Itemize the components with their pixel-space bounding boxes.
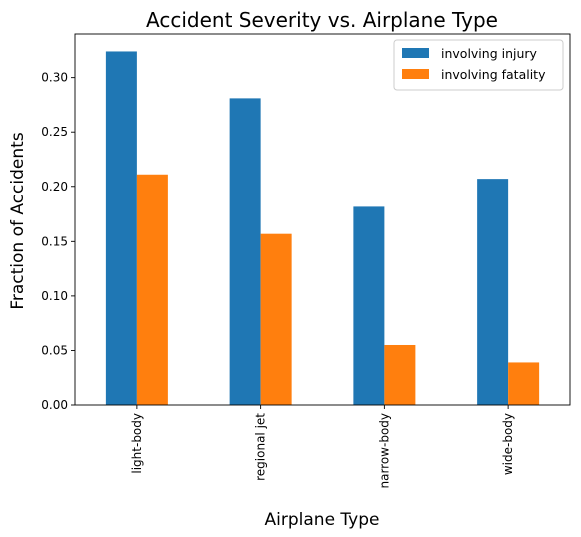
bar-injury-0 [105,51,137,406]
bar-injury-1 [229,98,261,405]
x-tick-label: wide-body [501,413,515,475]
legend-label-0: involving injury [441,46,538,61]
bar-fatality-1 [260,233,292,405]
x-tick-label: light-body [130,413,144,474]
y-tick-label: 0.15 [41,234,68,248]
x-tick-label: regional jet [254,413,268,481]
y-tick-label: 0.25 [41,125,68,139]
legend-label-1: involving fatality [441,67,546,82]
y-tick-label: 0.10 [41,289,68,303]
y-axis-label: Fraction of Accidents [8,132,28,309]
legend: involving injury involving fatality [393,39,564,91]
y-tick-label: 0.30 [41,71,68,85]
bar-injury-2 [353,206,385,405]
plot-area: 0.00 0.05 0.10 0.15 0.20 0.25 0.30 light-body re… [41,33,571,489]
bar-fatality-2 [384,344,416,405]
bar-fatality-0 [136,174,168,405]
y-tick-label: 0.00 [41,398,68,412]
plot-frame [74,33,571,406]
bar-injury-3 [477,179,509,405]
y-tick-label: 0.05 [41,343,68,357]
y-tick-label: 0.20 [41,180,68,194]
x-tick-label: narrow-body [377,413,391,489]
legend-box [393,39,564,91]
x-axis-label: Airplane Type [265,510,380,530]
chart-title: Accident Severity vs. Airplane Type [146,8,498,32]
legend-swatch-1 [402,69,429,79]
legend-swatch-0 [402,48,429,58]
bar-fatality-3 [508,362,540,405]
